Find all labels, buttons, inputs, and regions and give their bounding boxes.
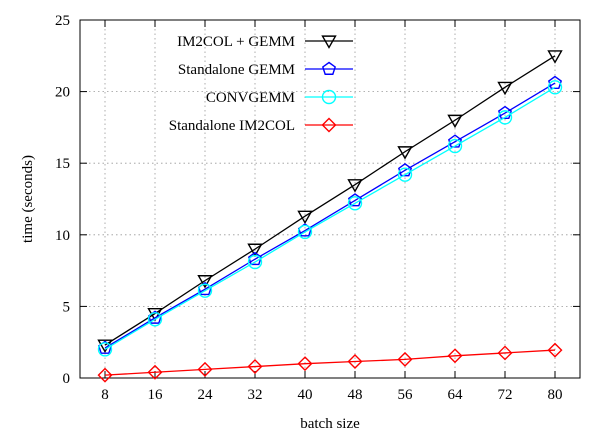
- data-point: [197, 361, 213, 377]
- legend-item: IM2COL + GEMM: [177, 34, 353, 50]
- legend: IM2COL + GEMM Standalone GEMM CONVGEMM Stan…: [169, 34, 353, 134]
- data-point: [447, 138, 463, 154]
- legend-label: IM2COL + GEMM: [177, 34, 295, 50]
- data-point: [247, 251, 263, 266]
- x-tick-label: 32: [248, 387, 263, 403]
- data-point: [497, 345, 513, 361]
- data-point: [97, 342, 113, 357]
- data-point: [347, 196, 363, 211]
- y-tick-label: 10: [55, 228, 70, 244]
- legend-label: CONVGEMM: [206, 90, 295, 106]
- data-point: [347, 179, 363, 193]
- data-point: [547, 75, 563, 89]
- legend-item: Standalone GEMM: [178, 61, 353, 78]
- data-point: [397, 146, 413, 160]
- data-point: [497, 105, 513, 120]
- x-tick-label: 72: [498, 387, 513, 403]
- data-point: [247, 243, 263, 258]
- data-point: [447, 348, 463, 364]
- data-point: [321, 117, 337, 133]
- series-line: [104, 86, 556, 350]
- x-tick-label: 40: [298, 387, 313, 403]
- data-point: [297, 210, 313, 225]
- y-tick-label: 25: [55, 13, 70, 29]
- data-point: [547, 80, 563, 95]
- legend-label: Standalone GEMM: [178, 62, 295, 78]
- data-point: [197, 283, 213, 298]
- data-point: [547, 342, 563, 358]
- series-convgemm: [97, 80, 563, 357]
- data-point: [321, 35, 337, 49]
- data-point: [97, 367, 113, 383]
- data-point: [497, 110, 513, 125]
- data-point: [197, 275, 213, 289]
- legend-label: Standalone IM2COL: [169, 118, 295, 134]
- series-standalone-im2col: [97, 342, 563, 383]
- y-tick-label: 5: [63, 299, 71, 315]
- y-axis-label: time (seconds): [20, 155, 36, 243]
- x-tick-label: 64: [448, 387, 464, 403]
- series-im2col-gemm: [97, 50, 563, 353]
- series-line: [104, 82, 556, 349]
- x-tick-label: 16: [148, 387, 164, 403]
- data-point: [397, 167, 413, 182]
- y-tick-label: 0: [63, 371, 71, 387]
- plot-area: [79, 19, 581, 379]
- x-axis-label: batch size: [300, 416, 360, 432]
- data-point: [147, 312, 163, 327]
- y-tick-label: 15: [55, 156, 70, 172]
- data-point: [247, 359, 263, 375]
- data-point: [321, 61, 337, 75]
- data-point: [297, 356, 313, 372]
- data-point: [447, 134, 463, 148]
- x-tick-label: 8: [101, 387, 109, 403]
- data-point: [547, 50, 563, 64]
- data-point: [321, 89, 337, 105]
- data-point: [147, 364, 163, 380]
- x-tick-label: 56: [398, 387, 414, 403]
- x-tick-label: 80: [548, 387, 563, 403]
- axis-ticks: 8 16 24 32 40 48 56 64 72 80 0 5 10 15 20 25: [55, 13, 580, 403]
- legend-item: Standalone IM2COL: [169, 117, 353, 134]
- data-point: [347, 354, 363, 370]
- series-line: [104, 349, 556, 376]
- x-tick-label: 24: [198, 387, 214, 403]
- legend-item: CONVGEMM: [206, 89, 353, 106]
- series-line: [104, 55, 556, 346]
- series-layer: [97, 50, 563, 383]
- data-point: [397, 162, 413, 177]
- data-point: [297, 224, 313, 240]
- x-tick-label: 48: [348, 387, 363, 403]
- data-point: [497, 81, 513, 96]
- data-point: [347, 193, 363, 207]
- data-point: [247, 254, 263, 270]
- data-point: [447, 114, 463, 129]
- y-tick-label: 20: [55, 85, 70, 101]
- data-point: [397, 351, 413, 367]
